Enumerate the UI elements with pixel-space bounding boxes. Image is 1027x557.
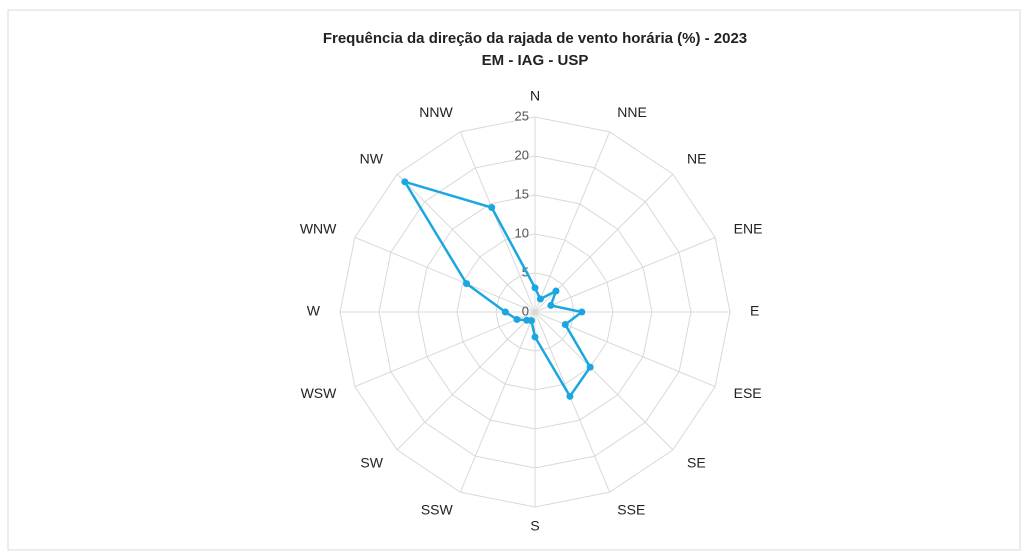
spoke (396, 311, 536, 451)
spoke (396, 173, 536, 313)
category-label: W (307, 303, 321, 319)
data-point (566, 392, 574, 400)
category-label: NW (360, 151, 384, 167)
spoke (354, 311, 536, 388)
data-point (578, 308, 586, 316)
data-point (531, 284, 539, 292)
category-label: NNW (419, 104, 453, 120)
category-label: WNW (300, 220, 337, 236)
data-point (531, 333, 539, 341)
y-tick-label: 0 (522, 303, 529, 318)
data-point (552, 287, 560, 295)
category-label: SE (687, 455, 706, 471)
category-label: SSW (421, 501, 454, 517)
category-label: NE (687, 151, 706, 167)
category-label: N (530, 88, 540, 104)
data-point (463, 280, 471, 288)
spoke (534, 311, 611, 493)
data-point (561, 321, 569, 329)
category-label: S (530, 518, 539, 534)
y-tick-label: 15 (515, 186, 529, 201)
data-point (513, 315, 521, 323)
category-label: NNE (617, 104, 647, 120)
data-point (536, 295, 544, 303)
chart-title: Frequência da direção da rajada de vento… (323, 30, 747, 47)
category-label: E (750, 303, 759, 319)
spoke (459, 131, 536, 313)
spoke (459, 311, 536, 493)
data-point (523, 316, 531, 324)
data-point (501, 308, 509, 316)
category-label: ENE (734, 220, 763, 236)
category-label: SW (360, 455, 383, 471)
spoke (534, 311, 674, 451)
y-tick-label: 10 (515, 225, 529, 240)
data-point (547, 301, 555, 309)
y-tick-label: 25 (515, 108, 529, 123)
spoke (534, 236, 716, 313)
category-label: ESE (734, 385, 762, 401)
y-tick-label: 20 (515, 147, 529, 162)
data-point (401, 178, 409, 186)
category-label: SSE (617, 501, 645, 517)
chart-subtitle: EM - IAG - USP (482, 52, 589, 69)
spoke (354, 236, 536, 313)
category-label: WSW (301, 385, 338, 401)
data-point (586, 363, 594, 371)
data-point (488, 204, 496, 212)
spoke (534, 131, 611, 313)
